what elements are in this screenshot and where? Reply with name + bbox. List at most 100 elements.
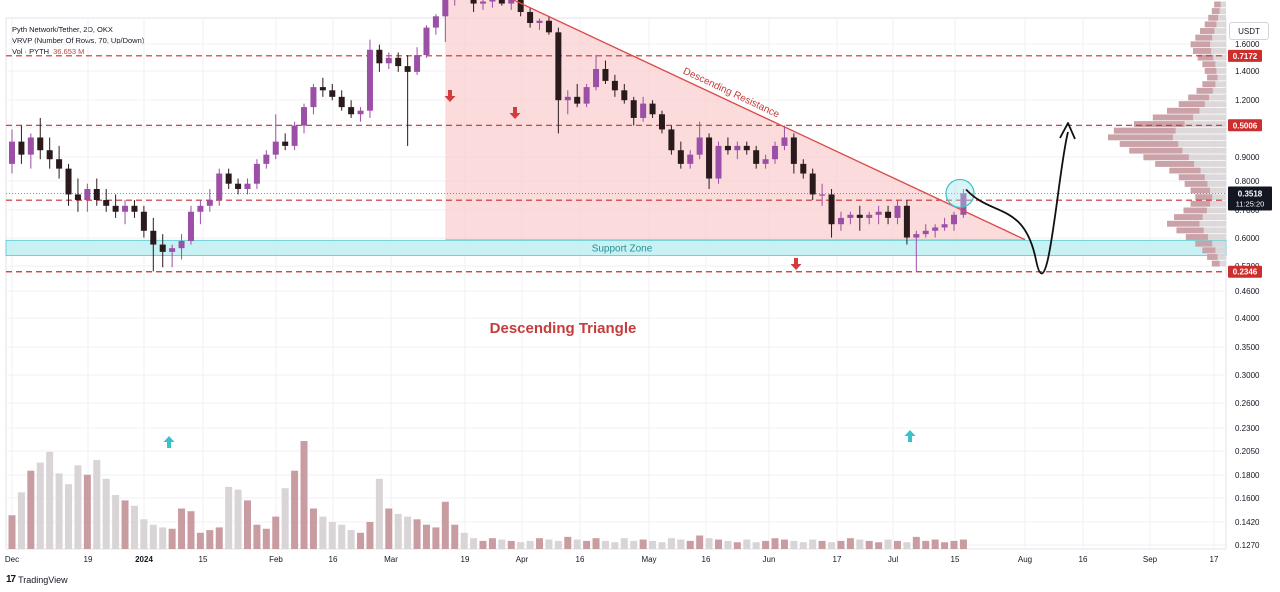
candle [555, 27, 562, 134]
candle [235, 178, 242, 195]
candle-body [517, 0, 524, 12]
candle-body [235, 183, 242, 189]
candle [37, 117, 44, 160]
candle [357, 107, 364, 122]
candle-body [960, 193, 967, 215]
volume-profile-row-up [1190, 200, 1211, 207]
candle-body [781, 137, 788, 146]
y-tick-label: 0.2600 [1235, 399, 1260, 408]
volume-bar [931, 539, 939, 549]
volume-profile-row-up [1185, 234, 1208, 240]
candle [187, 205, 194, 245]
candle [84, 183, 91, 212]
volume-bar [65, 484, 73, 549]
candle-body [819, 194, 826, 196]
candle [611, 74, 618, 97]
tradingview-label: TradingView [18, 574, 68, 585]
x-tick-label: 16 [576, 555, 585, 564]
candle [253, 159, 260, 189]
candle-body [93, 188, 100, 201]
candle-body [734, 145, 741, 151]
volume-bar [479, 540, 487, 549]
level-price-label: 0.5006 [1233, 121, 1258, 130]
candle [875, 205, 882, 225]
candle-body [611, 80, 618, 91]
x-tick-label: Mar [384, 555, 398, 564]
zones [5, 0, 1227, 257]
volume-bar [715, 539, 722, 549]
volume-bar [743, 539, 751, 549]
candle-body [951, 214, 957, 225]
candle [197, 200, 204, 225]
volume-bar [46, 451, 54, 549]
volume-profile-row-up [1184, 180, 1208, 187]
volume-bar [592, 538, 600, 549]
volume-bar [649, 540, 657, 549]
volume-bars [8, 441, 967, 549]
volume-profile-row-up [1204, 21, 1217, 28]
y-tick-label: 0.1800 [1235, 471, 1260, 480]
volume-bar [893, 540, 901, 549]
candle-body [837, 217, 844, 225]
candle-body [225, 173, 232, 184]
volume-profile-row-up [1192, 48, 1212, 54]
x-tick-label: May [641, 555, 656, 564]
level-price-label: 0.7172 [1233, 52, 1258, 61]
x-tick-label: Aug [1018, 555, 1032, 564]
candle-body [724, 145, 731, 151]
candle [696, 121, 703, 160]
candle [564, 90, 571, 115]
candle-body [894, 205, 901, 218]
candle [480, 0, 486, 10]
candle [9, 129, 15, 174]
volume-bar [526, 540, 534, 549]
candle-body [941, 224, 948, 228]
volume-profile-row-up [1208, 14, 1219, 21]
candle-body [159, 244, 166, 252]
volume-profile-row-up [1200, 28, 1215, 34]
volume-bar [347, 530, 355, 549]
volume-bar [375, 478, 383, 549]
candle [658, 110, 665, 134]
y-tick-label: 0.3000 [1235, 371, 1260, 380]
candle [442, 0, 449, 43]
candle [93, 178, 100, 206]
candle [508, 0, 515, 10]
candle [602, 60, 609, 84]
candle [65, 163, 72, 206]
candle-body [206, 200, 213, 206]
x-tick-label: Apr [516, 555, 529, 564]
candle-body [706, 137, 713, 179]
descending-triangle-area [445, 0, 1025, 240]
candle-body [112, 205, 119, 212]
currency-button[interactable]: USDT [1229, 22, 1269, 40]
arrow-down-icon [509, 107, 521, 119]
candle [640, 96, 647, 122]
tradingview-logo-icon: 17 [6, 574, 16, 585]
candle-body [84, 188, 91, 201]
candle-body [621, 90, 628, 101]
candle-body [932, 227, 939, 231]
candle-body [677, 150, 684, 164]
volume-profile-row-up [1214, 1, 1221, 8]
candle-body [140, 211, 147, 231]
volume-bar [771, 538, 779, 549]
candle [621, 83, 628, 104]
y-tick-label: 0.7000 [1235, 206, 1260, 215]
x-tick-label: 19 [461, 555, 470, 564]
candle-body [310, 87, 317, 108]
current-price-tag [1228, 186, 1272, 211]
volume-profile-row-up [1195, 240, 1213, 247]
symbol-line: Pyth Network/Tether, 2D, OKX [12, 25, 113, 34]
volume-bar [366, 522, 374, 549]
candle [140, 205, 147, 238]
candle-body [885, 211, 892, 218]
candle-body [404, 66, 411, 72]
candle-body [122, 205, 129, 212]
tradingview-logo[interactable]: 17 TradingView [6, 574, 68, 585]
y-tick-label: 0.2050 [1235, 447, 1260, 456]
candle [743, 141, 750, 155]
level-price-label: 0.2346 [1233, 268, 1258, 277]
volume-label: Vol · PYTH [12, 47, 50, 56]
